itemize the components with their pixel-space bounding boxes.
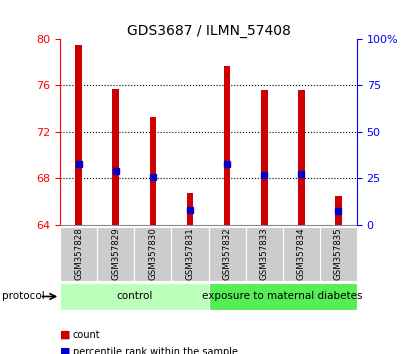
Text: GSM357834: GSM357834 [297, 228, 306, 280]
Text: control: control [116, 291, 153, 302]
Text: ■: ■ [60, 330, 71, 339]
Text: GSM357831: GSM357831 [186, 228, 195, 280]
Text: protocol: protocol [2, 291, 45, 301]
Text: percentile rank within the sample: percentile rank within the sample [73, 347, 238, 354]
Bar [283, 227, 320, 281]
Bar [246, 227, 283, 281]
Text: GSM357833: GSM357833 [260, 228, 269, 280]
Text: count: count [73, 330, 100, 339]
Bar [320, 227, 357, 281]
Bar [171, 227, 209, 281]
Bar [134, 227, 171, 281]
Bar [60, 227, 97, 281]
Bar [149, 117, 156, 225]
Bar [112, 89, 119, 225]
Bar [76, 45, 82, 225]
Bar [209, 283, 357, 310]
Text: GSM357828: GSM357828 [74, 228, 83, 280]
Text: GSM357830: GSM357830 [149, 228, 157, 280]
Text: exposure to maternal diabetes: exposure to maternal diabetes [203, 291, 363, 302]
Text: GSM357832: GSM357832 [222, 228, 232, 280]
Bar [187, 193, 193, 225]
Text: GSM357835: GSM357835 [334, 228, 343, 280]
Bar [97, 227, 134, 281]
Title: GDS3687 / ILMN_57408: GDS3687 / ILMN_57408 [127, 24, 290, 38]
Bar [224, 65, 230, 225]
Bar [298, 90, 305, 225]
Text: ■: ■ [60, 347, 71, 354]
Bar [335, 196, 342, 225]
Bar [261, 90, 268, 225]
Bar [60, 283, 209, 310]
Text: GSM357829: GSM357829 [111, 228, 120, 280]
Bar [209, 227, 246, 281]
